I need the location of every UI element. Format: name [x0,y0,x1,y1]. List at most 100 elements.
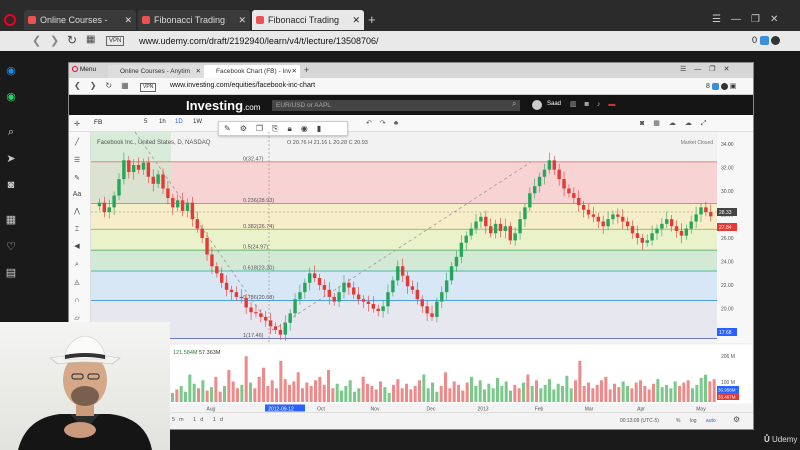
magnet-icon[interactable]: ∩ [74,297,80,304]
trash-icon[interactable]: ▮ [316,124,331,133]
eraser-icon[interactable]: ▱ [74,315,80,322]
opera-logo-icon[interactable] [4,14,16,26]
outer-tab-3[interactable]: Fibonacci Trading Retrace✕ [252,10,364,45]
close-icon[interactable]: ✕ [352,15,360,25]
percent-toggle[interactable]: % [676,418,681,424]
send-icon[interactable]: ➤ [6,153,16,165]
minimize-icon[interactable]: — [730,14,751,25]
avatar[interactable] [532,100,542,110]
whatsapp-icon[interactable]: ◉ [6,91,16,103]
auto-toggle[interactable]: auto [705,418,716,424]
restore-icon[interactable]: ❐ [750,14,770,25]
upload-icon[interactable]: ☁ [668,120,685,127]
back-icon[interactable]: ❮ [32,35,42,47]
settings-gear-icon[interactable]: ⚙ [733,415,741,424]
camera-icon[interactable]: ◙ [584,101,597,108]
back-icon[interactable]: ❮ [74,81,90,90]
log-toggle[interactable]: log [689,418,697,424]
inner-vpn-badge[interactable]: VPN [140,83,157,92]
gear-icon[interactable]: ⚙ [239,124,256,133]
trend-line-icon[interactable]: ╱ [74,139,80,146]
close-window-icon[interactable]: ✕ [723,66,738,73]
outer-vpn-badge[interactable]: VPN [106,36,125,46]
forward-icon[interactable]: ❯ [50,35,60,47]
search-icon[interactable]: ⌕ [7,126,15,138]
layout-icon[interactable]: ▦ [653,120,669,127]
tab-menu-icon[interactable]: ☰ [680,66,695,73]
candle-body [400,266,405,276]
outer-url[interactable]: www.udemy.com/draft/2192940/learn/v4/t/l… [139,36,379,46]
flag-icon[interactable]: ▬ [608,101,624,108]
forward-icon[interactable]: ❯ [89,81,106,90]
undo-icon[interactable]: ↶ [366,120,380,127]
cloud-icon[interactable]: ☁ [684,120,701,127]
outer-tab-1[interactable]: Online Courses - Anytime✕ [24,10,136,45]
interval-5[interactable]: 5 [144,119,148,125]
range-5m[interactable]: 5m [172,417,188,423]
close-icon[interactable]: ✕ [124,15,132,25]
range-1d-b[interactable]: 1d [212,417,227,423]
camera-icon[interactable]: ◙ [640,120,654,127]
messenger-icon[interactable]: ◉ [6,65,16,77]
inner-menu-button[interactable]: Menu [72,66,96,73]
inner-new-tab-button[interactable]: + [304,65,310,75]
speed-dial-icon[interactable]: ▦ [121,81,138,90]
camera-icon[interactable]: ◙ [7,179,15,191]
lock-icon[interactable]: 🔒︎ [287,124,301,133]
minimize-icon[interactable]: — [694,66,710,73]
pattern-icon[interactable]: ⋀ [74,208,80,215]
extension-icon[interactable] [771,36,781,46]
crosshair-icon[interactable]: ✛ [74,121,80,128]
close-window-icon[interactable]: ✕ [769,14,789,25]
tree-icon[interactable]: ♣ [393,120,407,127]
inner-url[interactable]: www.investing.com/equities/facebook-inc-… [170,82,316,89]
speed-dial-icon[interactable]: ▦ [86,34,96,45]
news-icon[interactable]: ▤ [5,267,17,279]
close-icon[interactable]: ✕ [195,68,201,75]
ruler-icon[interactable]: ◬ [74,279,80,286]
copy-icon[interactable]: ⎘ [272,124,288,133]
volume-bar [279,360,283,402]
search-icon[interactable]: ⌕ [512,99,517,108]
text-icon[interactable]: Aa [72,191,82,198]
measure-icon[interactable]: ⌶ [74,226,80,233]
zoom-icon[interactable]: ⌕ [75,261,79,268]
investing-search-input[interactable]: EUR/USD or AAPL [272,100,520,111]
bell-icon[interactable]: ♪ [596,101,609,108]
outer-tab-2[interactable]: Fibonacci Trading Retrace✕ [138,10,250,45]
pen-icon[interactable]: ✎ [224,124,240,133]
interval-1w[interactable]: 1W [193,119,202,125]
range-1d[interactable]: 1d [193,417,208,423]
outer-right-badge[interactable]: 0 [752,35,781,46]
heart-icon[interactable]: ♡ [6,241,16,253]
close-icon[interactable]: ✕ [291,68,297,75]
symbol-input[interactable]: FB [94,119,103,126]
redo-icon[interactable]: ↷ [379,120,394,127]
restore-icon[interactable]: ❐ [709,66,724,73]
user-name[interactable]: Saad [547,101,562,107]
interval-1d[interactable]: 1D [175,119,183,125]
apps-icon[interactable]: ▦ [5,214,17,226]
reload-icon[interactable]: ↻ [67,33,78,47]
adblock-icon[interactable] [711,82,719,90]
arrow-icon[interactable]: ◀ [74,243,80,250]
reload-icon[interactable]: ↻ [105,81,122,90]
inner-tab-2[interactable]: Facebook Chart (FB) - Inv ✕ [204,65,300,78]
interval-1h[interactable]: 1h [159,119,166,125]
close-icon[interactable]: ✕ [238,15,246,25]
horizontal-lines-icon[interactable]: ☰ [73,157,81,164]
eye-icon[interactable]: ◉ [300,124,317,133]
brush-icon[interactable]: ✎ [74,175,80,182]
adblock-icon[interactable] [759,36,769,46]
extension-icon[interactable] [720,82,728,90]
inner-tab-1[interactable]: Online Courses - Anytim ✕ [108,65,204,78]
snapshot-icon[interactable]: ▣ [729,83,737,90]
tab-menu-icon[interactable]: ☰ [712,14,731,25]
new-tab-button[interactable]: + [368,12,376,27]
investing-logo[interactable]: Investing.com [186,98,260,113]
price-chart[interactable]: 0(32.47) 0.236(28.93) 0.382(26.74) 0.5(24.9… [91,132,753,412]
chart-icon[interactable]: ▥ [570,101,585,108]
layers-icon[interactable]: ❐ [255,124,273,133]
fullscreen-icon[interactable]: ⤢ [700,120,716,127]
volume-bar [608,389,612,402]
